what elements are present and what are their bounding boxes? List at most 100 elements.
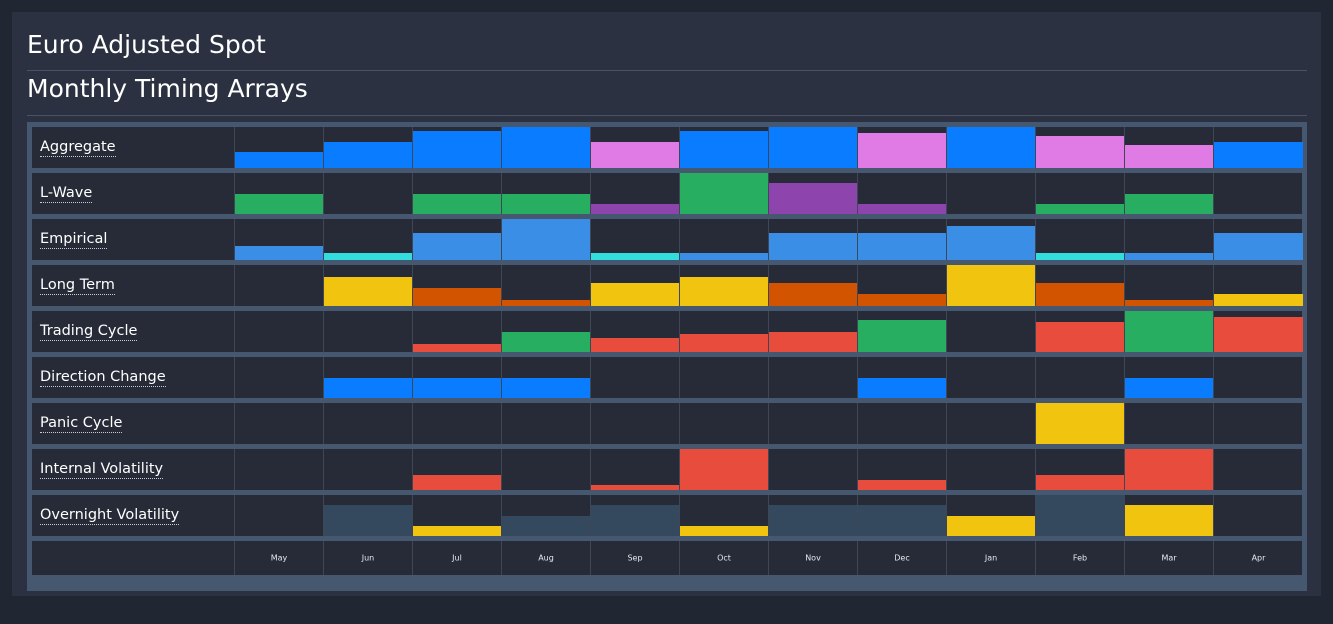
- bar-trading-cycle-oct: [680, 334, 768, 352]
- row-label-overnight-volatility[interactable]: Overnight Volatility: [40, 506, 180, 525]
- array-cell: [680, 265, 769, 306]
- month-label-nov: Nov: [805, 553, 821, 563]
- row-label-cell: Direction Change: [32, 357, 235, 398]
- array-cell: [769, 127, 858, 168]
- array-cell: [1214, 403, 1303, 444]
- array-cell: [502, 219, 591, 260]
- row-label-trading-cycle[interactable]: Trading Cycle: [40, 322, 138, 341]
- array-cell: [769, 495, 858, 536]
- row-label-cell: Panic Cycle: [32, 403, 235, 444]
- bar-overnight-volatility-aug: [502, 515, 590, 536]
- row-label-panic-cycle[interactable]: Panic Cycle: [40, 414, 123, 433]
- bar-internal-volatility-oct: [680, 449, 768, 490]
- month-cell: Nov: [769, 541, 858, 575]
- array-cell: [858, 403, 947, 444]
- bar-overnight-volatility-mar: [1125, 505, 1213, 536]
- array-row-trading-cycle: Trading Cycle: [32, 311, 1303, 352]
- bar-trading-cycle-dec: [858, 320, 946, 352]
- bar-l-wave-may: [235, 193, 323, 214]
- array-cell: [1214, 173, 1303, 214]
- array-cell: [769, 265, 858, 306]
- bar-empirical-dec: [858, 232, 946, 260]
- array-cell: [1214, 219, 1303, 260]
- array-cell: [1125, 127, 1214, 168]
- row-label-l-wave[interactable]: L-Wave: [40, 184, 93, 203]
- array-cell: [858, 495, 947, 536]
- array-cell: [324, 357, 413, 398]
- array-cell: [769, 449, 858, 490]
- month-label-jul: Jul: [452, 553, 462, 563]
- month-label-jun: Jun: [361, 553, 375, 563]
- bar-trading-cycle-jul: [413, 343, 501, 352]
- array-cell: [947, 403, 1036, 444]
- array-cell: [591, 403, 680, 444]
- row-label-empirical[interactable]: Empirical: [40, 230, 108, 249]
- array-cell: [502, 357, 591, 398]
- array-cell: [235, 357, 324, 398]
- array-cell: [1214, 265, 1303, 306]
- array-cell: [413, 127, 502, 168]
- array-cell: [591, 219, 680, 260]
- bar-aggregate-mar: [1125, 144, 1213, 168]
- array-cell: [1214, 357, 1303, 398]
- month-cell: May: [235, 541, 324, 575]
- axis-corner-cell: [32, 541, 235, 575]
- array-cell: [947, 495, 1036, 536]
- bar-trading-cycle-mar: [1125, 311, 1213, 352]
- array-cell: [947, 265, 1036, 306]
- array-cell: [769, 311, 858, 352]
- array-cell: [502, 173, 591, 214]
- row-label-cell: Long Term: [32, 265, 235, 306]
- array-cell: [680, 219, 769, 260]
- array-cell: [235, 219, 324, 260]
- row-label-cell: Internal Volatility: [32, 449, 235, 490]
- array-cell: [1125, 265, 1214, 306]
- array-cell: [591, 495, 680, 536]
- bar-empirical-aug: [502, 219, 590, 260]
- bar-empirical-apr: [1214, 232, 1303, 260]
- row-label-aggregate[interactable]: Aggregate: [40, 138, 116, 157]
- array-row-l-wave: L-Wave: [32, 173, 1302, 214]
- array-cell: [769, 403, 858, 444]
- bar-empirical-jan: [947, 225, 1035, 260]
- array-row-long-term: Long Term: [32, 265, 1303, 306]
- array-cell: [947, 127, 1036, 168]
- array-cell: [1125, 403, 1214, 444]
- bar-aggregate-may: [235, 152, 323, 168]
- row-label-direction-change[interactable]: Direction Change: [40, 368, 166, 387]
- month-cell: Mar: [1125, 541, 1214, 575]
- array-cell: [413, 219, 502, 260]
- array-cell: [235, 127, 324, 168]
- array-cell: [324, 495, 413, 536]
- array-cell: [1214, 449, 1303, 490]
- bar-aggregate-jun: [324, 142, 412, 168]
- month-label-oct: Oct: [717, 553, 731, 563]
- bar-long-term-nov: [769, 282, 857, 306]
- bar-direction-change-aug: [502, 377, 590, 398]
- array-cell: [324, 311, 413, 352]
- array-cell: [324, 127, 413, 168]
- bar-overnight-volatility-sep: [591, 505, 679, 536]
- array-cell: [947, 357, 1036, 398]
- array-cell: [858, 357, 947, 398]
- array-cell: [502, 311, 591, 352]
- bar-trading-cycle-nov: [769, 331, 857, 352]
- array-cell: [324, 449, 413, 490]
- array-row-direction-change: Direction Change: [32, 357, 1302, 398]
- month-cell: Apr: [1214, 541, 1303, 575]
- bar-empirical-nov: [769, 232, 857, 260]
- array-cell: [591, 449, 680, 490]
- array-cell: [235, 403, 324, 444]
- row-label-internal-volatility[interactable]: Internal Volatility: [40, 460, 164, 479]
- array-cell: [680, 127, 769, 168]
- bar-long-term-dec: [858, 294, 946, 306]
- bar-l-wave-mar: [1125, 193, 1213, 214]
- bar-l-wave-feb: [1036, 203, 1124, 214]
- array-cell: [324, 403, 413, 444]
- bar-long-term-mar: [1125, 300, 1213, 306]
- array-cell: [235, 265, 324, 306]
- array-cell: [413, 265, 502, 306]
- month-cell: Feb: [1036, 541, 1125, 575]
- row-label-long-term[interactable]: Long Term: [40, 276, 115, 295]
- bar-empirical-sep: [591, 253, 679, 260]
